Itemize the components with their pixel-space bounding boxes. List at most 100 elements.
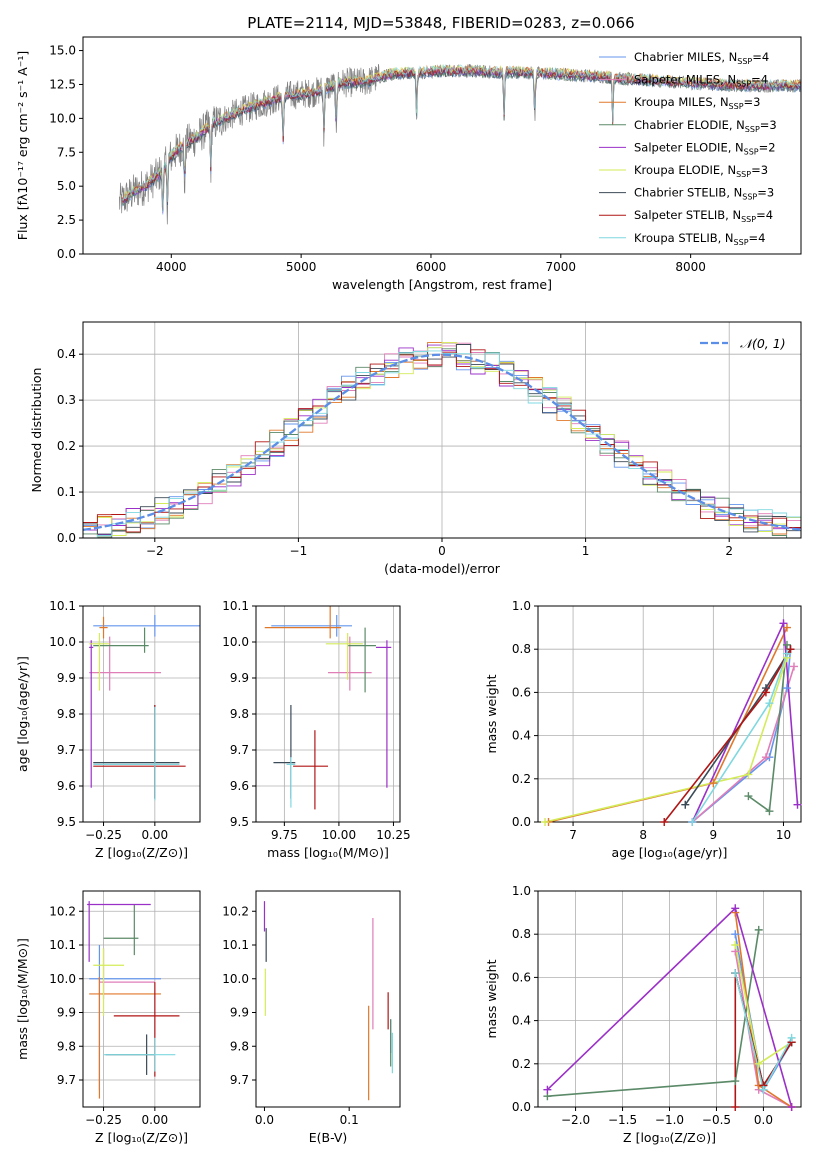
plot-area-age-vs-mass bbox=[264, 606, 392, 810]
x-tick-label: −2 bbox=[146, 544, 164, 558]
weight-marker bbox=[754, 925, 763, 934]
x-tick-label: −1 bbox=[290, 544, 308, 558]
weight-marker bbox=[787, 1033, 796, 1042]
x-axis-label: E(B-V) bbox=[309, 1130, 348, 1145]
legend: Chabrier MILES, NSSP=4 Salpeter MILES, NS… bbox=[599, 50, 777, 247]
y-tick-label: 9.9 bbox=[230, 671, 249, 685]
legend-label: Chabrier STELIB, NSSP=3 bbox=[634, 186, 774, 202]
y-tick-label: 9.9 bbox=[57, 1006, 76, 1020]
weight-line bbox=[547, 929, 760, 1097]
y-tick-label: 10.1 bbox=[49, 599, 76, 613]
y-tick-label: 10.0 bbox=[222, 635, 249, 649]
y-tick-label: 9.9 bbox=[57, 671, 76, 685]
axes-spectrum: 4000 5000 6000 7000 8000 0.0 2.5 5.0 7.5 10.0 12.5… bbox=[15, 36, 802, 292]
plot-area-mass-vs-ebv bbox=[263, 901, 393, 1101]
axes-age-vs-z: −0.25 0.00 9.5 9.6 9.7 9.8 9.9 10.0 10.1 Z [log₁₀… bbox=[15, 599, 201, 860]
y-tick-label: 10.1 bbox=[222, 938, 249, 952]
axes-weight-vs-z: −2.0 −1.5 −1.0 −0.5 0.0 0.0 0.2 0.4 0.6 0.8 1.0 Z [… bbox=[484, 884, 802, 1145]
weight-marker bbox=[765, 699, 774, 708]
x-axis-label: Z [log₁₀(Z/Z⊙)] bbox=[623, 1130, 716, 1145]
weight-marker bbox=[541, 818, 550, 826]
weight-marker bbox=[660, 818, 669, 826]
axes-residuals: −2 −1 0 1 2 0.0 0.1 0.2 0.3 0.4 (data-model)/error… bbox=[29, 321, 802, 576]
x-tick-label: 0.0 bbox=[754, 1113, 773, 1127]
axes-weight-vs-age: 7 8 9 10 0.0 0.2 0.4 0.6 0.8 1.0 age [log₁₀(age/yr… bbox=[484, 599, 802, 860]
x-tick-label: −1.5 bbox=[608, 1113, 637, 1127]
x-tick-label: −0.5 bbox=[702, 1113, 731, 1127]
weight-marker bbox=[709, 779, 718, 788]
gaussian-curve bbox=[83, 353, 801, 532]
y-tick-label: 0.6 bbox=[512, 970, 531, 984]
axes-mass-vs-ebv: 0.0 0.1 9.7 9.8 9.9 10.0 10.1 10.2 E(B-V) bbox=[222, 890, 401, 1145]
y-tick-label: 12.5 bbox=[49, 77, 76, 91]
y-axis-label: Normed distribution bbox=[29, 368, 44, 493]
y-tick-label: 0.2 bbox=[512, 1057, 531, 1071]
x-tick-label: 0.00 bbox=[141, 828, 168, 842]
weight-marker bbox=[731, 904, 740, 913]
plot-area-age-vs-z bbox=[89, 615, 200, 801]
legend-label: 𝒩(0, 1) bbox=[740, 336, 786, 351]
y-tick-label: 10.0 bbox=[49, 111, 76, 125]
y-tick-label: 10.0 bbox=[49, 635, 76, 649]
y-tick-label: 7.5 bbox=[57, 145, 76, 159]
legend-label: Kroupa ELODIE, NSSP=3 bbox=[634, 163, 768, 179]
x-tick-label: 7000 bbox=[546, 260, 577, 274]
legend-label: Salpeter ELODIE, NSSP=2 bbox=[634, 140, 776, 156]
weight-marker bbox=[731, 1077, 740, 1086]
x-axis-label: Z [log₁₀(Z/Z⊙)] bbox=[95, 1130, 188, 1145]
y-tick-label: 9.9 bbox=[230, 1006, 249, 1020]
y-tick-label: 5.0 bbox=[57, 179, 76, 193]
x-tick-label: 0.1 bbox=[340, 1113, 359, 1127]
axes-frame bbox=[537, 605, 802, 823]
y-tick-label: 9.6 bbox=[230, 779, 249, 793]
weight-marker bbox=[688, 818, 697, 826]
y-tick-label: 10.1 bbox=[49, 938, 76, 952]
y-tick-label: 0.4 bbox=[512, 729, 531, 743]
legend-label: Salpeter STELIB, NSSP=4 bbox=[634, 208, 773, 224]
x-tick-label: 2 bbox=[725, 544, 733, 558]
weight-marker bbox=[782, 623, 791, 632]
plot-area-residuals bbox=[83, 341, 801, 538]
axes-frame bbox=[82, 890, 201, 1108]
model-line bbox=[121, 63, 801, 213]
y-tick-label: 0.0 bbox=[512, 1100, 531, 1114]
weight-marker bbox=[754, 1059, 763, 1068]
y-tick-label: 0.8 bbox=[512, 642, 531, 656]
x-tick-label: −0.25 bbox=[85, 1113, 122, 1127]
model-line bbox=[121, 65, 801, 210]
y-tick-label: 0.3 bbox=[57, 393, 76, 407]
y-tick-label: 0.2 bbox=[512, 772, 531, 786]
legend-label: Salpeter MILES, NSSP=4 bbox=[634, 73, 768, 89]
x-tick-label: 10.25 bbox=[376, 828, 410, 842]
weight-marker bbox=[782, 684, 791, 693]
y-tick-label: 10.0 bbox=[222, 972, 249, 986]
x-tick-label: 7 bbox=[569, 828, 577, 842]
legend: 𝒩(0, 1) bbox=[700, 336, 786, 351]
x-tick-label: 6000 bbox=[416, 260, 447, 274]
y-tick-label: 9.7 bbox=[57, 743, 76, 757]
y-tick-label: 10.0 bbox=[49, 972, 76, 986]
x-tick-label: 10 bbox=[776, 828, 791, 842]
y-axis-label: Flux [fλ10⁻¹⁷ erg cm⁻² s⁻¹ A⁻¹] bbox=[15, 51, 30, 240]
x-tick-label: 0.0 bbox=[255, 1113, 274, 1127]
weight-marker bbox=[681, 800, 690, 809]
y-axis-label: mass [log₁₀(M/M⊙)] bbox=[15, 938, 30, 1060]
weight-marker bbox=[761, 688, 770, 697]
legend-label: Chabrier MILES, NSSP=4 bbox=[634, 50, 769, 66]
weight-marker bbox=[782, 649, 791, 658]
y-tick-label: 0.1 bbox=[57, 485, 76, 499]
x-tick-label: 8 bbox=[639, 828, 647, 842]
weight-line bbox=[691, 620, 799, 822]
weight-marker bbox=[793, 800, 802, 809]
weight-marker bbox=[731, 930, 740, 939]
x-tick-label: 4000 bbox=[156, 260, 187, 274]
legend-label: Kroupa MILES, NSSP=3 bbox=[634, 95, 760, 111]
y-tick-label: 9.8 bbox=[57, 1039, 76, 1053]
x-tick-label: 10.00 bbox=[322, 828, 356, 842]
x-tick-label: 8000 bbox=[675, 260, 706, 274]
axes-age-vs-mass: 9.75 10.00 10.25 9.5 9.6 9.7 9.8 9.9 10.0 10.1 mas… bbox=[222, 599, 410, 860]
y-tick-label: 10.2 bbox=[49, 904, 76, 918]
axes-frame bbox=[82, 36, 802, 255]
x-axis-label: (data-model)/error bbox=[384, 561, 501, 576]
